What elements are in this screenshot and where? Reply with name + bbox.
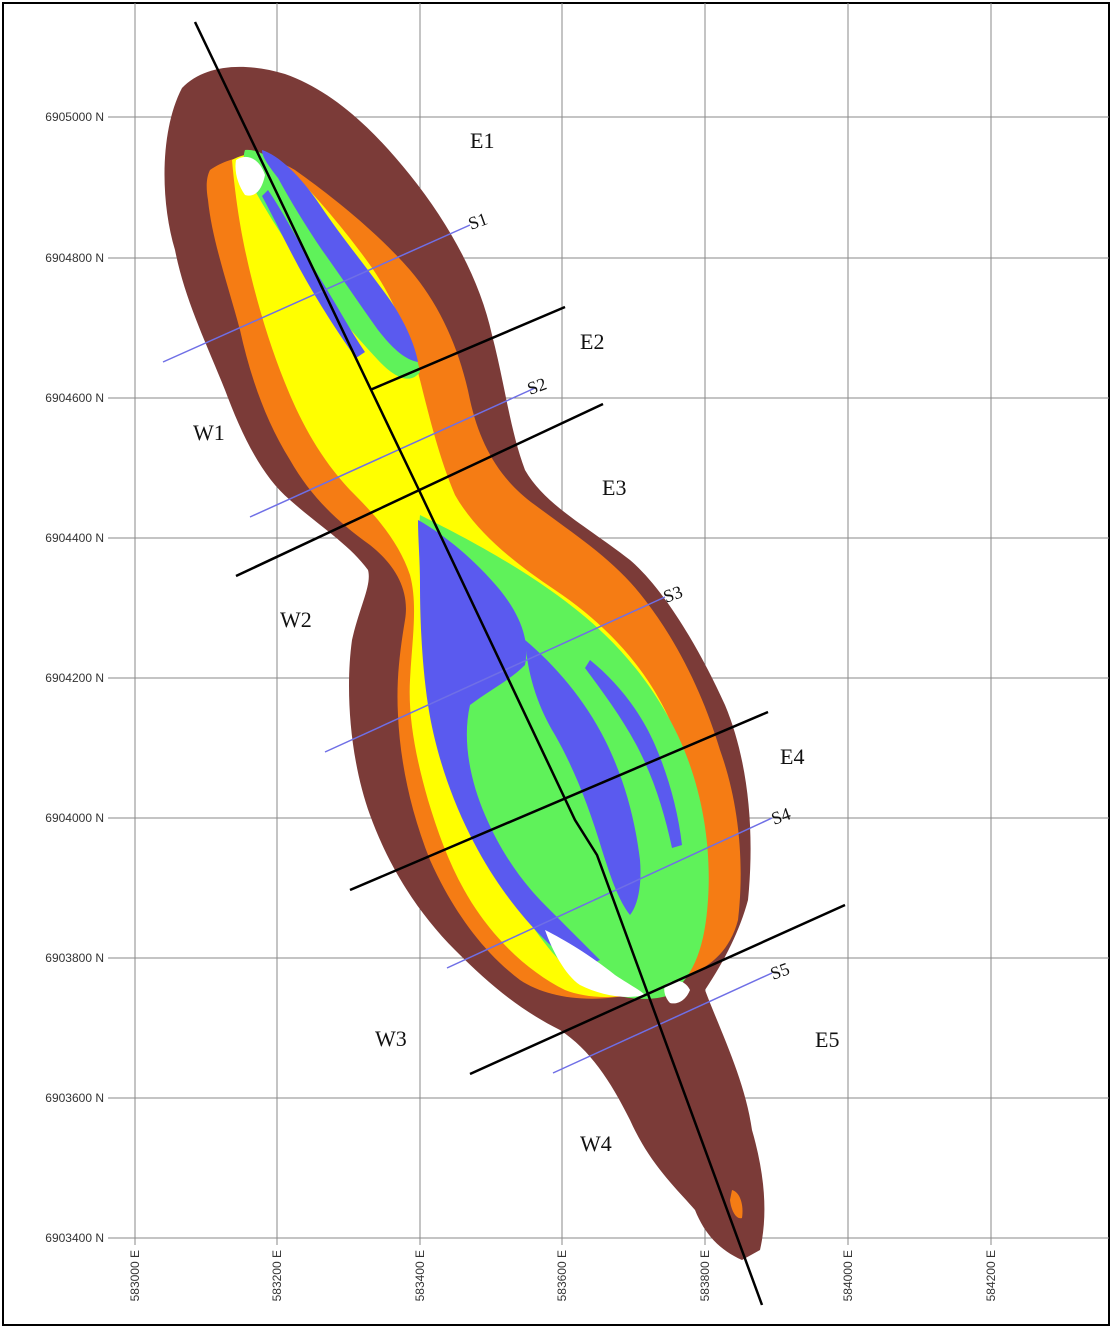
section-lines (162, 224, 773, 1074)
easting-tick: 584200 E (984, 1250, 998, 1301)
section-line-s5 (552, 972, 773, 1074)
zone-orange-speck (730, 1190, 743, 1219)
zone-white-lower (545, 930, 645, 997)
boundary-e3-e4 (349, 710, 769, 892)
section-line-s1 (162, 224, 471, 363)
boundary-e4-e5 (469, 903, 846, 1076)
northing-tick: 6905000 N (45, 110, 104, 124)
section-line-s3 (324, 596, 666, 753)
northing-tick: 6904000 N (45, 811, 104, 825)
easting-tick: 583800 E (698, 1250, 712, 1301)
easting-tick: 583600 E (555, 1250, 569, 1301)
zone-blue-upper-strip (262, 190, 365, 358)
zone-boundaries (193, 21, 846, 1306)
zone-labels: E1 E2 E3 E4 E5 W1 W2 W3 W4 (193, 128, 839, 1156)
northing-tick: 6904200 N (45, 671, 104, 685)
boundary-e1-e2 (369, 305, 566, 392)
zone-white-upper (235, 156, 265, 196)
easting-tick: 583200 E (270, 1250, 284, 1301)
easting-tick: 584000 E (841, 1250, 855, 1301)
zone-label-e5: E5 (815, 1027, 839, 1052)
northing-tick: 6904400 N (45, 531, 104, 545)
northing-tick: 6903800 N (45, 951, 104, 965)
zone-label-e1: E1 (470, 128, 494, 153)
zone-label-e4: E4 (780, 744, 804, 769)
boundary-e2-e3 (235, 402, 604, 578)
zone-white-lower-right (664, 980, 690, 1004)
zone-blue-main-band-3 (585, 660, 682, 848)
easting-tick: 583000 E (128, 1250, 142, 1301)
zone-label-w4: W4 (580, 1131, 612, 1156)
zone-blue-main (418, 520, 600, 964)
northing-tick: 6904600 N (45, 391, 104, 405)
zone-label-e3: E3 (602, 475, 626, 500)
zone-label-w3: W3 (375, 1026, 407, 1051)
zone-label-w2: W2 (280, 607, 312, 632)
northing-tick: 6903400 N (45, 1231, 104, 1245)
zone-label-w1: W1 (193, 420, 225, 445)
zone-label-e2: E2 (580, 329, 604, 354)
section-line-s4 (446, 817, 773, 969)
northing-tick: 6904800 N (45, 251, 104, 265)
northing-tick: 6903600 N (45, 1091, 104, 1105)
northing-ticks: 6905000 N 6904800 N 6904600 N 6904400 N … (45, 110, 104, 1245)
zone-blue-upper (262, 150, 418, 362)
easting-ticks: 583000 E 583200 E 583400 E 583600 E 5838… (128, 1250, 998, 1301)
central-axis-line (193, 21, 764, 1306)
easting-tick: 583400 E (413, 1250, 427, 1301)
section-line-s2 (249, 387, 536, 518)
zone-blue-main-band-2 (525, 640, 641, 915)
